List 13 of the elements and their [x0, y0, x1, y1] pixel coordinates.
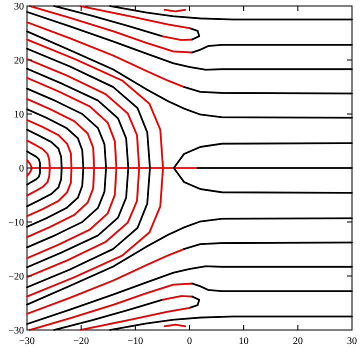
y-tick-label: 0	[19, 164, 24, 174]
y-tick-label: −30	[8, 326, 24, 336]
y-tick-label: 20	[14, 56, 24, 66]
y-tick-label: −20	[8, 272, 24, 282]
x-tick-label: 0	[187, 336, 192, 347]
x-tick-label: 30	[347, 336, 357, 347]
x-tick-label: 10	[238, 336, 249, 347]
y-tick-label: 30	[14, 2, 24, 12]
x-tick-label: 20	[292, 336, 303, 347]
x-tick-label: −20	[73, 336, 89, 347]
y-tick-label: 10	[14, 110, 24, 120]
x-tick-label: −10	[128, 336, 144, 347]
y-tick-label: −10	[8, 218, 24, 228]
